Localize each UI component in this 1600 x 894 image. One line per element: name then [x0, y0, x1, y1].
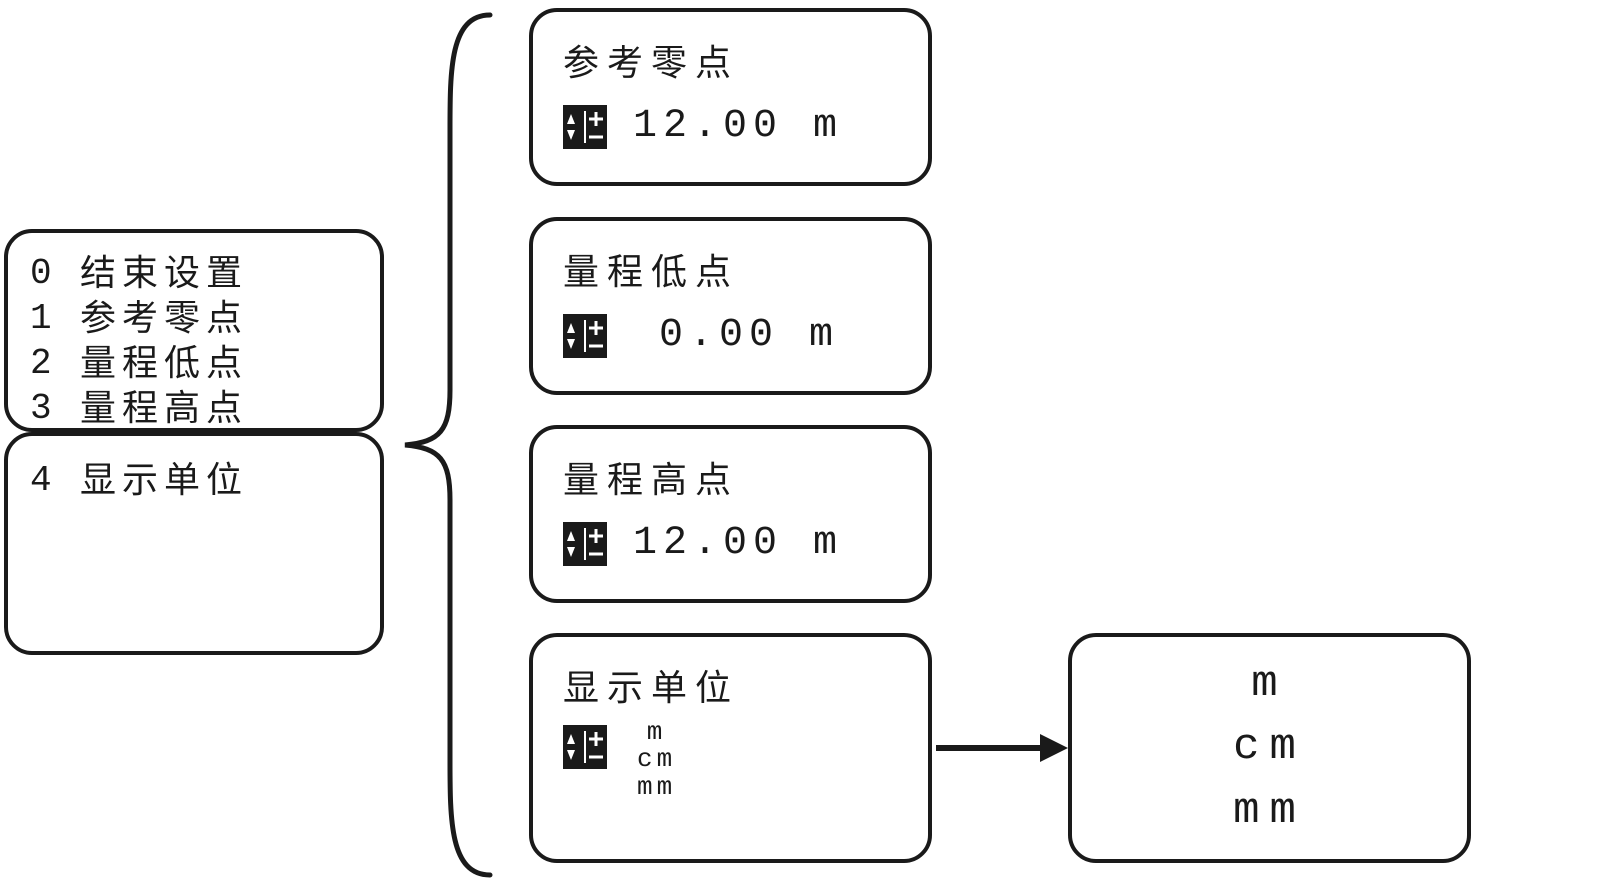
menu-label: 量程高点: [80, 386, 248, 431]
detail-value: 12.00 m: [633, 104, 843, 149]
detail-panel-range-low: 量程低点 0.00 m: [529, 217, 932, 395]
menu-num: 0: [30, 251, 54, 296]
spinner-icon[interactable]: [563, 314, 607, 358]
detail-title: 参考零点: [563, 34, 898, 86]
menu-label: 结束设置: [80, 251, 248, 296]
detail-panel-ref-zero: 参考零点 12.00 m: [529, 8, 932, 186]
menu-panel-bottom: 4 显示单位: [4, 432, 384, 655]
detail-value: 0.00 m: [633, 313, 839, 358]
unit-option-small: cm: [637, 746, 676, 773]
arrow-icon: [932, 720, 1072, 776]
unit-options-panel: m cm mm: [1068, 633, 1471, 863]
menu-item-3[interactable]: 3 量程高点: [30, 386, 358, 431]
spinner-icon[interactable]: [563, 522, 607, 566]
menu-item-0[interactable]: 0 结束设置: [30, 251, 358, 296]
unit-option-small: m: [647, 719, 667, 746]
menu-item-4[interactable]: 4 显示单位: [30, 458, 358, 503]
menu-label: 参考零点: [80, 296, 248, 341]
detail-value: 12.00 m: [633, 521, 843, 566]
menu-item-1[interactable]: 1 参考零点: [30, 296, 358, 341]
menu-num: 3: [30, 386, 54, 431]
menu-label: 显示单位: [80, 458, 248, 503]
menu-panel-top: 0 结束设置 1 参考零点 2 量程低点 3 量程高点: [4, 229, 384, 432]
detail-panel-display-unit: 显示单位 m cm mm: [529, 633, 932, 863]
brace-icon: [395, 10, 515, 880]
detail-title: 量程低点: [563, 243, 898, 295]
unit-option-small: mm: [637, 774, 676, 801]
spinner-icon[interactable]: [563, 725, 607, 769]
menu-item-2[interactable]: 2 量程低点: [30, 341, 358, 386]
unit-option[interactable]: cm: [1233, 719, 1306, 776]
detail-panel-range-high: 量程高点 12.00 m: [529, 425, 932, 603]
unit-option[interactable]: m: [1251, 656, 1287, 713]
menu-num: 2: [30, 341, 54, 386]
menu-label: 量程低点: [80, 341, 248, 386]
menu-num: 4: [30, 458, 54, 503]
detail-title: 显示单位: [563, 659, 898, 711]
detail-title: 量程高点: [563, 451, 898, 503]
menu-num: 1: [30, 296, 54, 341]
spinner-icon[interactable]: [563, 105, 607, 149]
unit-option[interactable]: mm: [1233, 783, 1306, 840]
